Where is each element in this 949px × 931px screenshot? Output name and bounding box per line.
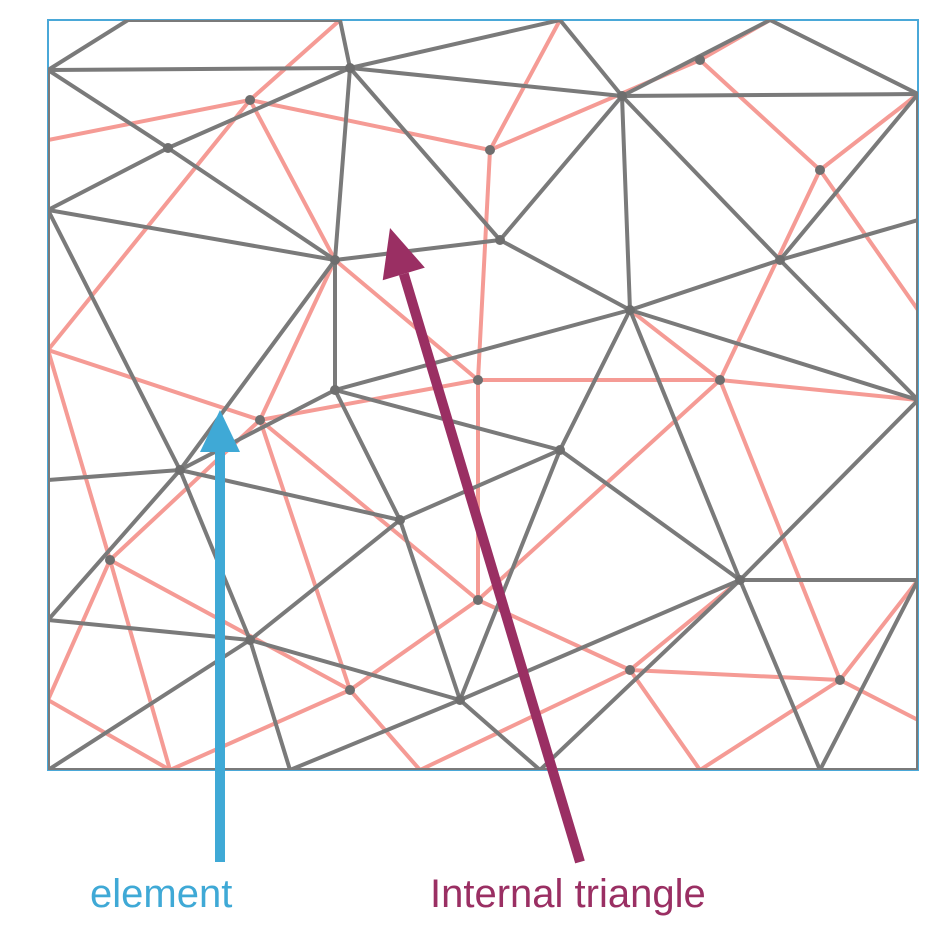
element-edge — [48, 68, 350, 70]
mesh-node — [455, 695, 465, 705]
mesh-node — [105, 555, 115, 565]
mesh-node — [815, 165, 825, 175]
mesh-node — [473, 375, 483, 385]
mesh-node — [163, 143, 173, 153]
mesh-node — [245, 635, 255, 645]
mesh-node — [245, 95, 255, 105]
element-edge — [622, 94, 918, 96]
mesh-node — [395, 515, 405, 525]
mesh-node — [495, 235, 505, 245]
mesh-node — [555, 445, 565, 455]
mesh-node — [473, 595, 483, 605]
mesh-node — [735, 575, 745, 585]
mesh-diagram — [0, 0, 949, 931]
mesh-node — [715, 375, 725, 385]
mesh-node — [255, 415, 265, 425]
internal-triangle-label: Internal triangle — [430, 872, 706, 917]
mesh-node — [625, 665, 635, 675]
mesh-node — [330, 385, 340, 395]
mesh-node — [485, 145, 495, 155]
mesh-node — [835, 675, 845, 685]
mesh-node — [345, 63, 355, 73]
mesh-node — [695, 55, 705, 65]
mesh-node — [775, 255, 785, 265]
mesh-node — [330, 255, 340, 265]
element-label: element — [90, 872, 232, 917]
mesh-node — [617, 91, 627, 101]
mesh-node — [345, 685, 355, 695]
mesh-node — [625, 305, 635, 315]
mesh-node — [175, 465, 185, 475]
